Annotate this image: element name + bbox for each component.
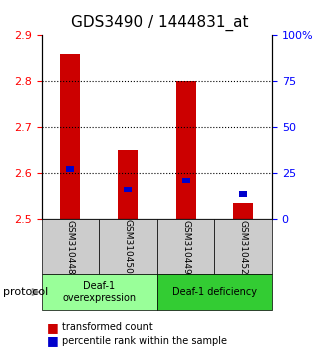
Bar: [214, 219, 272, 274]
Bar: [60, 54, 81, 219]
Bar: [233, 203, 253, 219]
Bar: [181, 178, 190, 183]
Text: transformed count: transformed count: [62, 322, 153, 332]
Text: ■: ■: [46, 321, 58, 334]
Text: percentile rank within the sample: percentile rank within the sample: [62, 336, 228, 346]
Text: ■: ■: [46, 334, 58, 347]
Text: GDS3490 / 1444831_at: GDS3490 / 1444831_at: [71, 15, 249, 31]
Bar: [99, 219, 157, 274]
Text: GSM310450: GSM310450: [124, 219, 132, 274]
Text: protocol: protocol: [3, 287, 48, 297]
Bar: [124, 187, 132, 192]
Bar: [42, 219, 99, 274]
Text: GSM310448: GSM310448: [66, 219, 75, 274]
Bar: [42, 274, 157, 310]
Text: GSM310452: GSM310452: [239, 219, 248, 274]
Text: Deaf-1 deficiency: Deaf-1 deficiency: [172, 287, 257, 297]
Bar: [157, 219, 214, 274]
Text: GSM310449: GSM310449: [181, 219, 190, 274]
Bar: [157, 274, 272, 310]
Text: Deaf-1
overexpression: Deaf-1 overexpression: [62, 281, 136, 303]
Bar: [176, 81, 196, 219]
Bar: [66, 166, 75, 172]
Bar: [239, 192, 247, 197]
Bar: [118, 150, 138, 219]
